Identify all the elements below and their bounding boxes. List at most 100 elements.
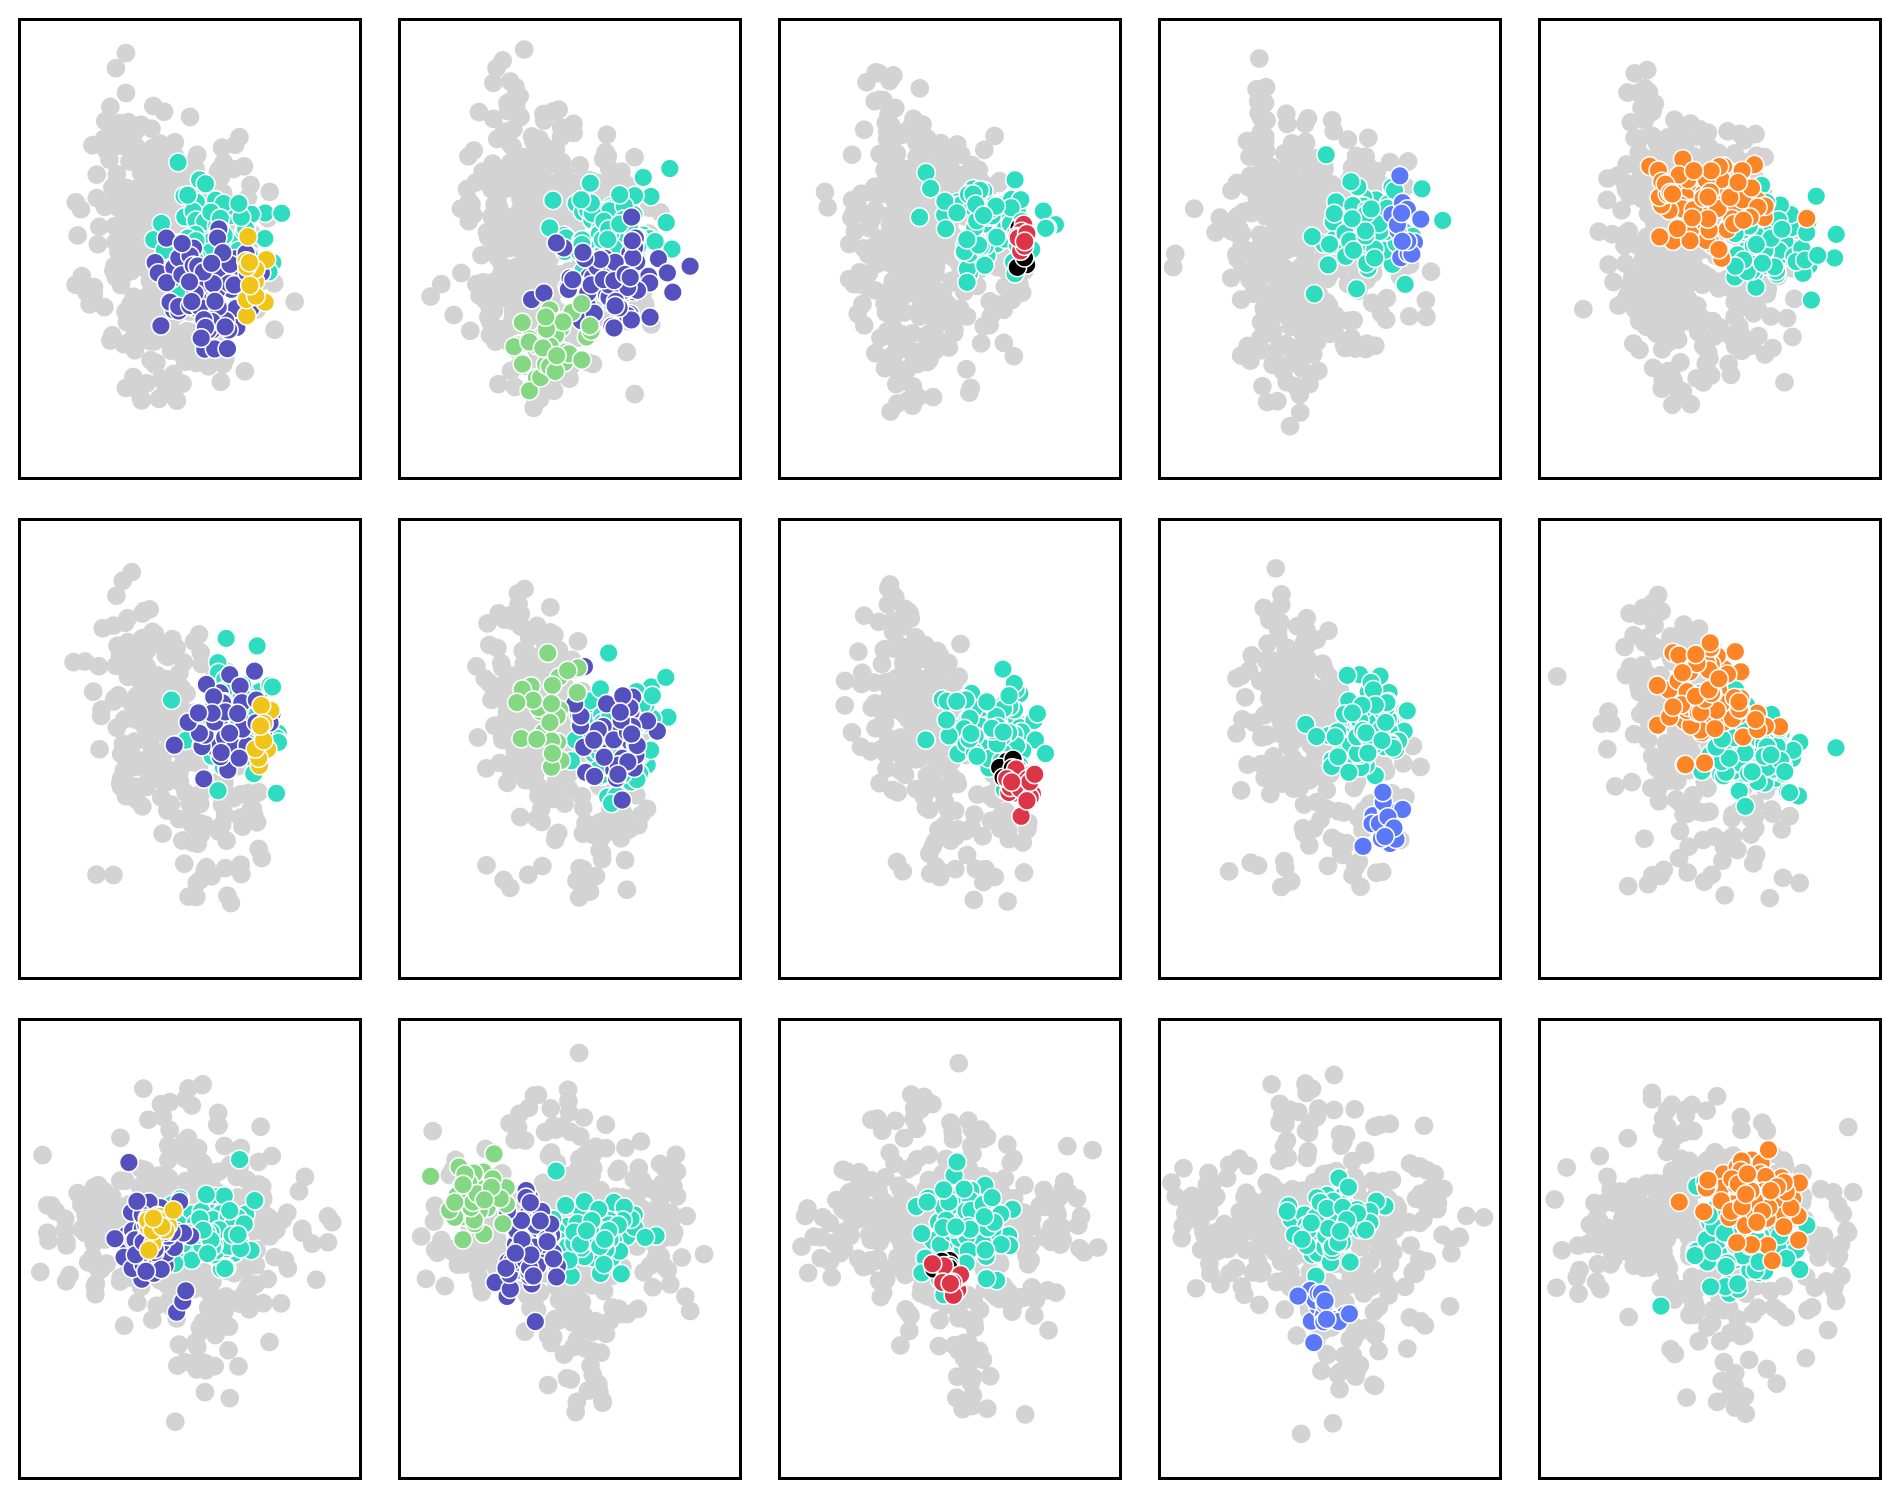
background-point — [534, 104, 553, 124]
background-point — [853, 294, 872, 314]
background-point — [1620, 657, 1640, 676]
teal-point — [1342, 208, 1363, 229]
background-point — [1599, 255, 1618, 274]
background-point — [632, 805, 651, 824]
background-point — [467, 657, 486, 676]
background-point — [230, 127, 249, 147]
background-point — [33, 1145, 52, 1165]
background-point — [1783, 327, 1802, 347]
background-point — [154, 102, 174, 122]
teal-cluster — [1295, 664, 1418, 786]
background-point — [878, 579, 898, 598]
background-point — [1251, 754, 1271, 774]
background-point — [1660, 317, 1679, 337]
background-point — [945, 859, 965, 879]
background-point — [157, 772, 176, 792]
background-point — [1731, 324, 1751, 344]
background-point — [1248, 856, 1268, 876]
background-point — [219, 1340, 238, 1360]
background-point — [894, 189, 914, 209]
background-point — [125, 749, 145, 769]
background-point — [159, 676, 179, 695]
background-point — [514, 40, 534, 59]
background-point — [1362, 293, 1382, 313]
background-point — [1746, 845, 1766, 864]
background-point — [487, 245, 506, 265]
background-point — [254, 1293, 273, 1313]
background-point — [190, 871, 210, 890]
scatter-plot — [421, 40, 701, 418]
background-point — [150, 198, 170, 218]
teal-point — [1035, 218, 1056, 239]
background-point — [1689, 619, 1709, 638]
background-point — [888, 296, 908, 316]
background-point — [1589, 222, 1609, 242]
background-point — [848, 642, 868, 662]
background-point — [1715, 885, 1735, 905]
teal-point — [597, 229, 618, 250]
background-point — [467, 274, 486, 294]
orange-point — [1694, 752, 1715, 774]
background-point — [1314, 659, 1334, 679]
background-point — [190, 1318, 210, 1337]
background-point — [169, 1335, 189, 1354]
background-point — [162, 629, 182, 649]
teal-point — [998, 685, 1020, 706]
background-point — [1344, 310, 1364, 330]
indigo-cluster — [564, 656, 668, 811]
blue-cluster — [1381, 165, 1431, 268]
indigo-point — [594, 747, 615, 768]
background-point — [926, 331, 946, 351]
background-point — [258, 1269, 278, 1289]
background-point — [111, 1128, 130, 1148]
teal-point — [254, 228, 275, 249]
background-point — [104, 865, 123, 885]
background-point — [1618, 876, 1638, 896]
background-point — [500, 878, 520, 898]
background-point — [625, 147, 644, 167]
red-point — [1001, 771, 1022, 793]
background-point — [994, 333, 1014, 353]
teal-point — [1361, 198, 1382, 220]
background-point — [1233, 709, 1252, 729]
background-point — [980, 292, 1000, 311]
background-point — [1643, 358, 1663, 378]
teal-point — [659, 158, 680, 179]
background-point — [951, 634, 970, 654]
indigo-point — [612, 685, 633, 706]
blue-point — [1352, 836, 1374, 857]
background-point — [158, 801, 177, 821]
indigo-point — [181, 291, 202, 312]
teal-point — [1771, 219, 1793, 240]
background-point — [619, 820, 639, 840]
background-point — [915, 635, 935, 655]
orange-point — [1667, 218, 1688, 239]
background-point — [866, 718, 885, 738]
background-point — [1624, 724, 1644, 744]
background-point — [1305, 767, 1324, 787]
background-point — [1644, 641, 1663, 661]
background-point — [1677, 804, 1697, 824]
background-point — [994, 300, 1013, 320]
background-point — [522, 240, 541, 259]
teal-point — [1302, 226, 1323, 247]
background-point — [126, 777, 146, 796]
indigo-point — [584, 766, 605, 787]
background-point — [118, 112, 138, 132]
yellow-cluster — [235, 226, 277, 326]
indigo-point — [229, 675, 251, 697]
background-point — [1625, 128, 1644, 148]
teal-point — [262, 676, 283, 698]
background-point — [493, 212, 513, 231]
background-point — [1313, 683, 1332, 703]
background-point — [1276, 219, 1296, 239]
background-point — [84, 284, 104, 304]
background-point — [1411, 757, 1430, 777]
background-point — [1230, 219, 1249, 239]
background-point — [141, 350, 160, 370]
teal-point — [1397, 700, 1418, 721]
teal-point — [1318, 254, 1339, 276]
background-point — [153, 758, 173, 778]
teal-point — [542, 190, 564, 211]
background-point — [1716, 831, 1736, 851]
